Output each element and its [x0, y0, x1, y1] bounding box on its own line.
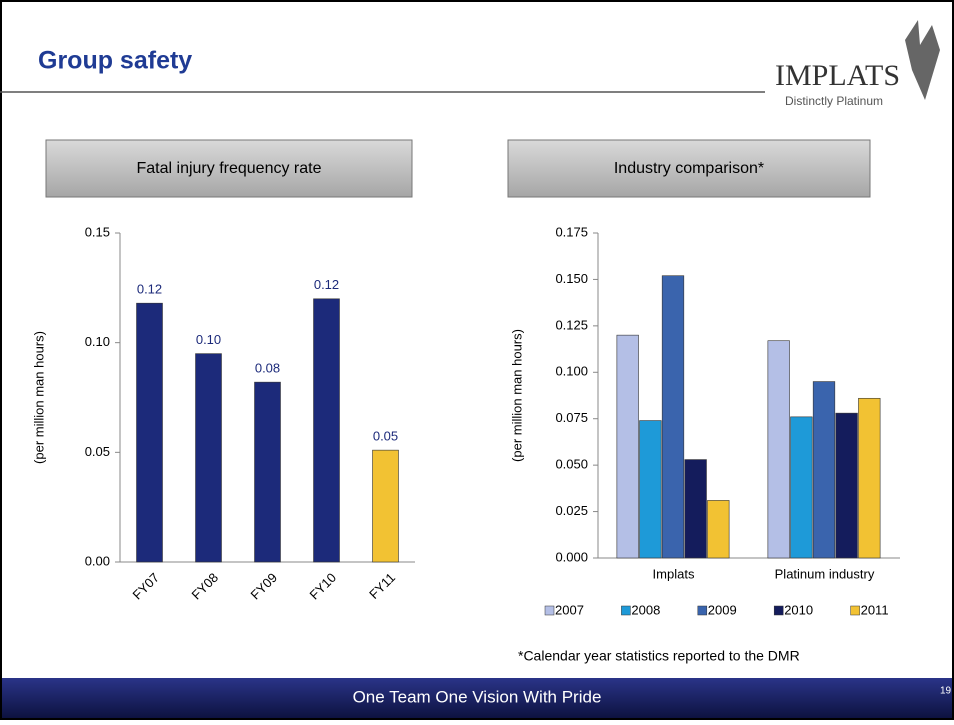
- legend-swatch: [544, 605, 555, 616]
- y-tick-label: 0.00: [85, 553, 110, 568]
- bar: [639, 420, 662, 559]
- y-tick-label: 0.150: [555, 271, 588, 286]
- bar: [254, 381, 281, 563]
- y-tick-label: 0.175: [555, 224, 588, 239]
- bar: [790, 416, 813, 559]
- legend-label: 2008: [631, 602, 660, 617]
- bar: [661, 275, 685, 559]
- x-tick-label: Implats: [653, 566, 695, 581]
- y-tick-label: 0.100: [555, 364, 588, 379]
- bar: [707, 500, 730, 559]
- y-tick-label: 0.10: [85, 334, 110, 349]
- bar: [812, 381, 836, 559]
- chart-header-box: [507, 139, 871, 198]
- bar: [684, 459, 707, 559]
- chart-header-box: [45, 139, 413, 198]
- footer-text: One Team One Vision With Pride: [353, 687, 602, 706]
- legend-label: 2007: [555, 602, 584, 617]
- bar: [136, 302, 163, 563]
- bar: [313, 298, 340, 563]
- y-tick-label: 0.000: [555, 549, 588, 564]
- y-tick-label: 0.05: [85, 444, 110, 459]
- data-label: 0.12: [314, 277, 339, 292]
- page-number: 19: [940, 686, 952, 697]
- footer-band: [2, 678, 952, 718]
- slide-title: Group safety: [38, 47, 192, 75]
- legend-label: 2010: [784, 602, 813, 617]
- x-tick-label: Platinum industry: [775, 566, 875, 581]
- data-label: 0.12: [137, 282, 162, 297]
- bar: [858, 397, 881, 559]
- logo: IMPLATS: [775, 59, 900, 92]
- legend-swatch: [773, 605, 784, 616]
- legend-swatch: [621, 605, 631, 616]
- data-label: 0.08: [255, 361, 280, 376]
- logo-icon: [905, 20, 940, 100]
- footnote: *Calendar year statistics reported to th…: [518, 648, 800, 664]
- y-axis-label: (per million man hours): [31, 331, 46, 464]
- legend-label: 2011: [861, 602, 889, 617]
- data-label: 0.10: [196, 332, 221, 347]
- legend-label: 2009: [708, 602, 737, 617]
- y-tick-label: 0.075: [555, 410, 588, 425]
- legend-swatch: [850, 605, 860, 616]
- y-tick-label: 0.050: [555, 457, 588, 472]
- y-axis-label: (per million man hours): [509, 329, 524, 462]
- bar: [616, 334, 639, 559]
- bar: [372, 449, 399, 563]
- chart-title: Fatal injury frequency rate: [137, 160, 322, 177]
- y-tick-label: 0.025: [555, 503, 588, 518]
- bar: [195, 353, 222, 563]
- y-tick-label: 0.15: [85, 224, 110, 239]
- logo-tagline: Distinctly Platinum: [785, 94, 883, 108]
- bar: [767, 340, 790, 559]
- data-label: 0.05: [373, 429, 398, 444]
- legend-swatch: [697, 605, 708, 616]
- y-tick-label: 0.125: [555, 317, 588, 332]
- chart-title: Industry comparison*: [614, 160, 764, 177]
- bar: [835, 412, 858, 559]
